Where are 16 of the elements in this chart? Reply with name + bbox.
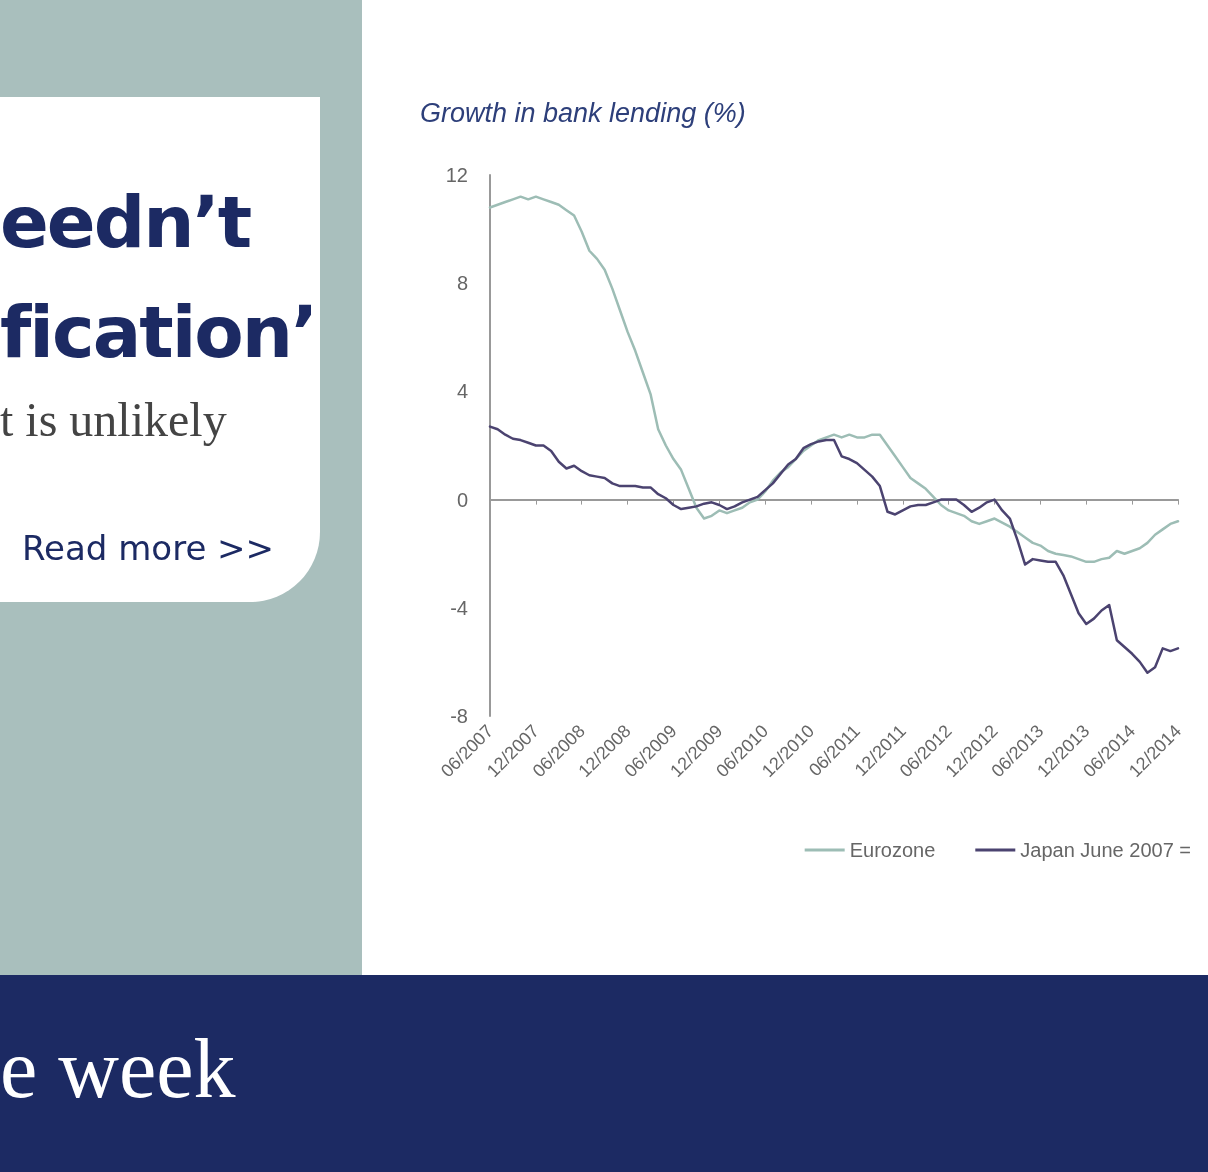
y-tick-label: 4 [456, 380, 468, 403]
legend-label: Eurozone [849, 839, 936, 861]
text: fication’ [0, 290, 317, 374]
y-tick-label: 12 [445, 164, 468, 186]
line-series [488, 425, 1180, 674]
legend-label: Japan June 2007 = [1020, 839, 1191, 861]
text: eedn’t [0, 180, 251, 264]
text: t is unlikely [0, 392, 227, 447]
text: Read more >> [22, 528, 275, 568]
chart-title: Growth in bank lending (%) [420, 98, 746, 129]
y-tick-label: 8 [456, 272, 468, 295]
line-series [488, 195, 1180, 564]
text: e week [0, 1021, 236, 1117]
y-tick-label: 0 [456, 488, 468, 511]
y-tick-label: -4 [450, 596, 468, 619]
y-tick-label: -8 [450, 705, 468, 727]
